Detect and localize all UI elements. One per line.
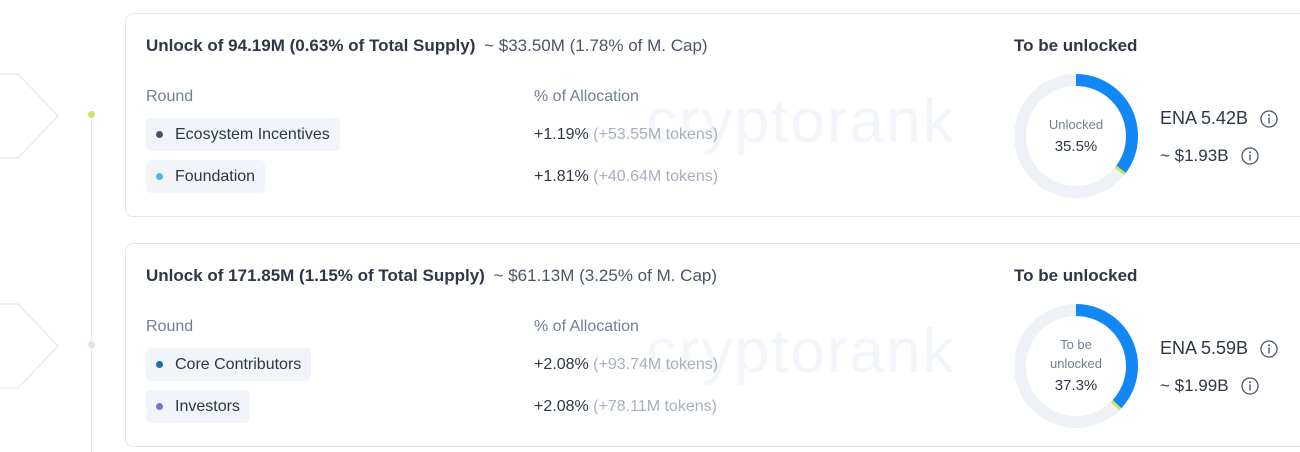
token-amount-row: ENA 5.59B <box>1160 338 1278 359</box>
unlock-value: ~ $33.50M (1.78% of M. Cap) <box>484 36 708 55</box>
watermark: cryptorank <box>646 317 956 386</box>
to-be-unlocked-title: To be unlocked <box>1014 36 1138 55</box>
allocation-pct: +1.81% <box>534 168 589 185</box>
info-icon[interactable] <box>1240 147 1259 165</box>
info-icon[interactable] <box>1240 377 1259 395</box>
allocation-value: +2.08% (+93.74M tokens) <box>534 356 718 374</box>
round-name: Investors <box>175 397 240 415</box>
allocation-column-label: % of Allocation <box>534 88 639 105</box>
round-color-dot <box>156 361 163 368</box>
allocation-tokens: (+40.64M tokens) <box>593 168 719 185</box>
donut-label: Unlocked <box>1048 116 1104 132</box>
donut-progress <box>1014 74 1138 198</box>
round-name: Foundation <box>175 167 256 185</box>
round-name: Core Contributors <box>175 355 302 373</box>
round-column-label: Round <box>146 88 194 105</box>
donut-label-line2: unlocked <box>1049 356 1103 371</box>
allocation-value: +1.19% (+53.55M tokens) <box>534 126 718 144</box>
token-amount: ENA 5.59B <box>1160 338 1249 358</box>
usd-amount: ~ $1.99B <box>1160 376 1229 395</box>
round-name: Ecosystem Incentives <box>175 125 330 143</box>
round-chip[interactable]: Core Contributors <box>146 348 312 381</box>
timeline-dot-inactive <box>88 341 95 348</box>
timeline-dot-active <box>88 111 95 118</box>
allocation-column-label: % of Allocation <box>534 318 639 335</box>
donut-label-line1: To be <box>1060 337 1092 352</box>
allocation-tokens: (+93.74M tokens) <box>593 356 719 373</box>
to-be-unlocked-title: To be unlocked <box>1014 266 1138 285</box>
donut-marker <box>1110 399 1122 411</box>
round-color-dot <box>156 131 163 138</box>
allocation-tokens: (+78.11M tokens) <box>593 398 717 415</box>
allocation-pct: +2.08% <box>534 356 589 373</box>
allocation-pct: +2.08% <box>534 398 589 415</box>
unlock-headline: Unlock of 94.19M (0.63% of Total Supply)… <box>146 36 708 56</box>
allocation-pct: +1.19% <box>534 126 589 143</box>
unlock-donut-chart <box>1014 74 1138 198</box>
timeline-line <box>91 115 92 452</box>
unlock-card: cryptorank Unlock of 94.19M (0.63% of To… <box>125 13 1300 217</box>
round-column-label: Round <box>146 318 194 335</box>
info-icon[interactable] <box>1260 109 1278 128</box>
info-icon[interactable] <box>1260 339 1278 358</box>
donut-percent: 35.5% <box>1054 137 1098 155</box>
chevron-arrow-icon <box>0 73 59 159</box>
donut-center: Unlocked 35.5% <box>1012 72 1140 200</box>
donut-marker <box>1114 165 1126 176</box>
unlock-amount: Unlock of 171.85M (1.15% of Total Supply… <box>146 266 485 285</box>
watermark: cryptorank <box>646 87 956 156</box>
unlock-donut-chart <box>1014 304 1138 428</box>
donut-progress <box>1014 304 1138 428</box>
usd-amount-row: ~ $1.99B <box>1160 376 1259 396</box>
allocation-value: +2.08% (+78.11M tokens) <box>534 398 717 416</box>
chevron-arrow-icon <box>0 303 59 389</box>
unlock-card: cryptorank Unlock of 171.85M (1.15% of T… <box>125 243 1300 447</box>
round-color-dot <box>156 403 163 410</box>
usd-amount: ~ $1.93B <box>1160 146 1229 165</box>
unlock-amount: Unlock of 94.19M (0.63% of Total Supply) <box>146 36 476 55</box>
token-amount-row: ENA 5.42B <box>1160 108 1278 129</box>
unlock-headline: Unlock of 171.85M (1.15% of Total Supply… <box>146 266 717 286</box>
round-chip[interactable]: Foundation <box>146 160 266 193</box>
round-chip[interactable]: Ecosystem Incentives <box>146 118 340 151</box>
round-color-dot <box>156 173 163 180</box>
unlock-value: ~ $61.13M (3.25% of M. Cap) <box>493 266 718 285</box>
token-amount: ENA 5.42B <box>1160 108 1249 128</box>
allocation-value: +1.81% (+40.64M tokens) <box>534 168 718 186</box>
allocation-tokens: (+53.55M tokens) <box>593 126 719 143</box>
donut-percent: 37.3% <box>1054 377 1098 394</box>
donut-center: To be unlocked 37.3% <box>1012 302 1140 430</box>
usd-amount-row: ~ $1.93B <box>1160 146 1259 166</box>
round-chip[interactable]: Investors <box>146 390 250 423</box>
